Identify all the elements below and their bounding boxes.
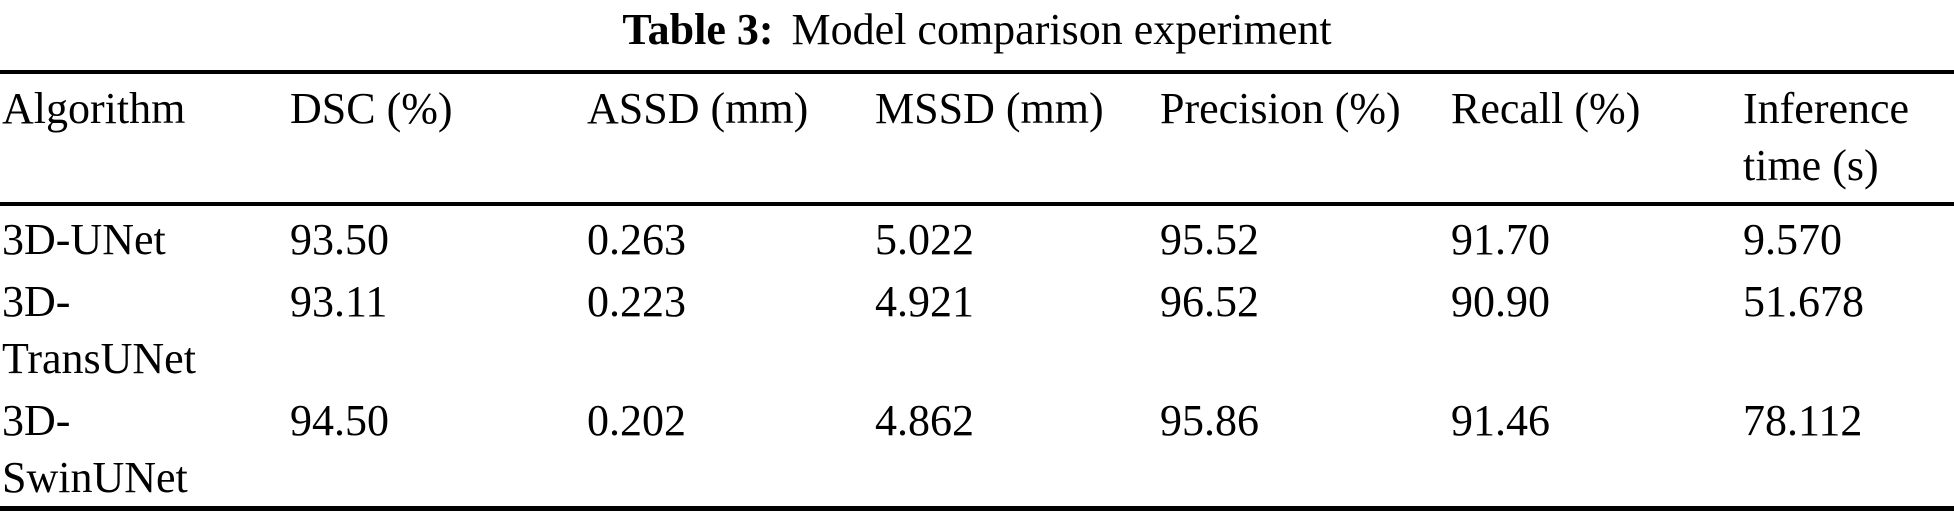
precision-cell: 96.52 [1160, 277, 1259, 326]
mssd-cell: 4.862 [875, 396, 974, 445]
assd-cell: 0.223 [587, 277, 686, 326]
mssd-cell: 5.022 [875, 215, 974, 264]
recall-cell: 90.90 [1451, 277, 1550, 326]
table-caption: Table 3: Model comparison experiment [0, 2, 1954, 58]
precision-cell: 95.52 [1160, 215, 1259, 264]
algorithm-cell: 3D-SwinUNet [2, 396, 188, 502]
dsc-cell: 94.50 [290, 396, 389, 445]
recall-cell: 91.46 [1451, 396, 1550, 445]
comparison-table: Algorithm DSC (%) ASSD (mm) MSSD (mm) Pr… [0, 70, 1954, 511]
table-header: Algorithm DSC (%) ASSD (mm) MSSD (mm) Pr… [0, 72, 1954, 204]
col-header-dsc: DSC (%) [290, 84, 453, 133]
caption-text: Model comparison experiment [791, 5, 1332, 54]
dsc-cell: 93.11 [290, 277, 388, 326]
col-header-precision: Precision (%) [1160, 84, 1401, 133]
col-header-algorithm: Algorithm [2, 84, 186, 133]
recall-cell: 91.70 [1451, 215, 1550, 264]
precision-cell: 95.86 [1160, 396, 1259, 445]
table-row: 3D-SwinUNet 94.50 0.202 4.862 95.86 91.4… [0, 387, 1954, 509]
table-body: 3D-UNet 93.50 0.263 5.022 95.52 91.70 9.… [0, 204, 1954, 509]
caption-label: Table 3: [622, 5, 774, 54]
algorithm-cell: 3D-UNet [2, 215, 166, 264]
mssd-cell: 4.921 [875, 277, 974, 326]
col-header-inference-time: Inference time (s) [1743, 84, 1910, 190]
inference-time-cell: 78.112 [1743, 396, 1863, 445]
inference-time-cell: 9.570 [1743, 215, 1842, 264]
dsc-cell: 93.50 [290, 215, 389, 264]
assd-cell: 0.263 [587, 215, 686, 264]
header-row: Algorithm DSC (%) ASSD (mm) MSSD (mm) Pr… [0, 72, 1954, 204]
algorithm-cell: 3D-TransUNet [2, 277, 196, 383]
assd-cell: 0.202 [587, 396, 686, 445]
col-header-mssd: MSSD (mm) [875, 84, 1104, 133]
table-row: 3D-UNet 93.50 0.263 5.022 95.52 91.70 9.… [0, 204, 1954, 268]
col-header-assd: ASSD (mm) [587, 84, 809, 133]
col-header-recall: Recall (%) [1451, 84, 1641, 133]
inference-time-cell: 51.678 [1743, 277, 1864, 326]
table-row: 3D-TransUNet 93.11 0.223 4.921 96.52 90.… [0, 268, 1954, 387]
